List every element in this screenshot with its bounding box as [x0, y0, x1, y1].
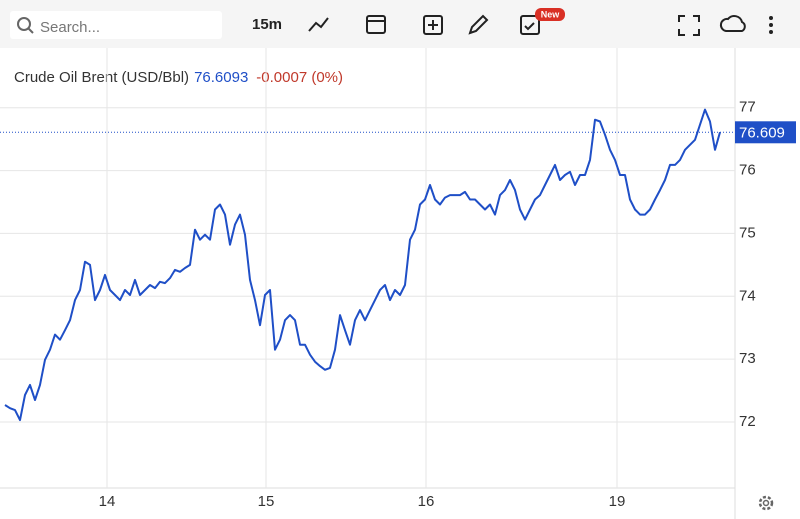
- y-tick-label: 73: [739, 350, 756, 367]
- last-price-label: 76.609: [739, 124, 785, 141]
- y-tick-label: 74: [739, 287, 756, 304]
- search-icon: [17, 17, 31, 31]
- draw-button[interactable]: [468, 14, 489, 35]
- legend: Crude Oil Brent (USD/Bbl) 76.6093 -0.0007 …: [14, 69, 343, 86]
- check-icon: [524, 22, 535, 31]
- calendar-button[interactable]: [366, 15, 386, 34]
- last-price-box: [735, 121, 796, 144]
- menu-dot: [769, 23, 773, 27]
- fullscreen-button[interactable]: [678, 15, 700, 36]
- search-box[interactable]: [10, 11, 222, 39]
- x-tick-label: 19: [609, 493, 626, 510]
- x-tick-label: 15: [258, 493, 275, 510]
- instrument-name: Crude Oil Brent (USD/Bbl): [14, 69, 189, 86]
- x-tick-label: 14: [99, 493, 116, 510]
- interval-button[interactable]: 15m: [252, 16, 282, 33]
- gear-icon: [758, 495, 774, 511]
- gear-icon: [762, 499, 770, 507]
- chart-type-button[interactable]: [308, 17, 329, 32]
- price-change: -0.0007 (0%): [256, 69, 343, 86]
- menu-dot: [769, 30, 773, 34]
- download-button[interactable]: [719, 15, 746, 32]
- search-icon: [27, 27, 34, 34]
- y-tick-label: 77: [739, 99, 756, 116]
- new-badge: [535, 8, 565, 21]
- events-button[interactable]: [520, 15, 540, 35]
- price: 76.6093: [194, 69, 248, 86]
- price-line: [4, 108, 721, 422]
- y-tick-label: 75: [739, 224, 756, 241]
- x-tick-label: 16: [418, 493, 435, 510]
- plus-icon: [428, 20, 438, 30]
- search-placeholder: Search...: [40, 19, 100, 36]
- indicator-button[interactable]: [423, 15, 443, 35]
- y-tick-label: 72: [739, 413, 756, 430]
- settings-button[interactable]: [758, 495, 774, 511]
- y-tick-label: 76: [739, 162, 756, 179]
- menu-button[interactable]: [769, 16, 773, 20]
- new-badge-text: New: [541, 9, 561, 19]
